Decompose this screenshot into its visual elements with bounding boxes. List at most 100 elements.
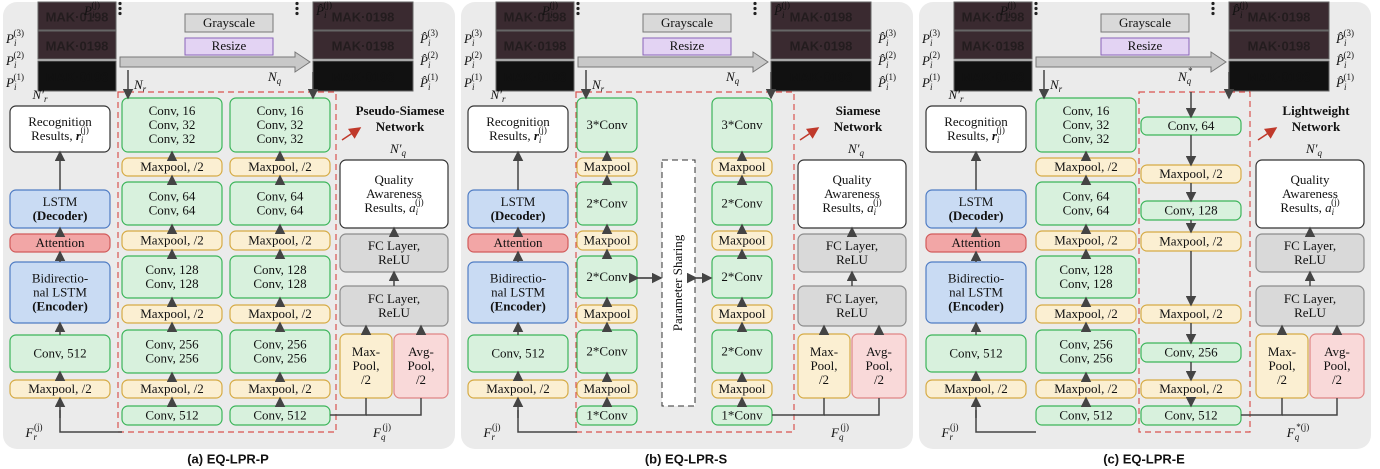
- text-part: r: [502, 94, 506, 104]
- block-label: Maxpool, /2: [1159, 306, 1223, 321]
- block-label: /2: [819, 372, 829, 387]
- plate-text: MAK·0198: [46, 9, 109, 24]
- network-label: Siamese: [836, 103, 881, 118]
- block-label: Maxpool, /2: [1159, 381, 1223, 396]
- block-label: Conv, 512: [491, 345, 544, 360]
- block-label: Results, ai(j): [822, 197, 881, 217]
- block-label: Conv, 128: [1059, 276, 1112, 291]
- text-part: Results,: [364, 200, 409, 215]
- ellipsis-dot: [576, 2, 579, 5]
- block-label: Conv, 512: [1059, 407, 1112, 422]
- block-label: Conv, 256: [145, 336, 199, 351]
- block-label: FC Layer,: [1284, 291, 1336, 306]
- block-label: Conv, 64: [257, 202, 304, 217]
- text-part: (j): [1331, 197, 1340, 207]
- text-part: (3): [471, 28, 482, 38]
- block-label: Conv, 512: [1164, 407, 1217, 422]
- block-label: (Decoder): [491, 208, 546, 223]
- block-label: Conv, 64: [149, 202, 196, 217]
- plate-text: MAK·0198: [1248, 9, 1311, 24]
- network-label: Network: [376, 119, 425, 134]
- caption: (b) EQ-LPR-S: [645, 451, 728, 466]
- text-part: r: [44, 94, 48, 104]
- block-label: Maxpool: [719, 159, 766, 174]
- ellipsis-dot: [753, 12, 756, 15]
- network-label: Network: [1292, 119, 1341, 134]
- text-part: (j): [1008, 0, 1017, 10]
- block-label: Bidirectio-: [948, 270, 1004, 285]
- block-label: ReLU: [836, 252, 868, 267]
- text-part: (2): [13, 50, 24, 60]
- block-label: Maxpool, /2: [944, 381, 1008, 396]
- text-part: (2): [929, 50, 940, 60]
- block-label: Conv, 256: [1059, 350, 1113, 365]
- ellipsis-dot: [118, 7, 121, 10]
- block-label: /2: [1277, 372, 1287, 387]
- block-label: Pool,: [1323, 358, 1350, 373]
- block-label: Maxpool, /2: [140, 159, 204, 174]
- block-label: nal LSTM: [33, 284, 87, 299]
- ellipsis-dot: [753, 2, 756, 5]
- block-label: Maxpool: [719, 381, 766, 396]
- block-label: LSTM: [501, 194, 536, 209]
- text-part: (j): [950, 422, 959, 432]
- block-label: Maxpool, /2: [1054, 306, 1118, 321]
- block-label: Conv, 32: [257, 117, 304, 132]
- text-part: Results,: [1280, 200, 1325, 215]
- text-part: q: [839, 432, 844, 442]
- block-label: Maxpool, /2: [1054, 232, 1118, 247]
- block-label: Avg-: [1324, 344, 1350, 359]
- block-label: Quality: [833, 172, 872, 187]
- block-label: Avg-: [866, 344, 892, 359]
- block-label: Conv, 256: [253, 336, 307, 351]
- text-part: (j): [34, 422, 43, 432]
- block-label: nal LSTM: [949, 284, 1003, 299]
- ellipsis-dot: [1034, 12, 1037, 15]
- text-part: (j): [323, 0, 332, 10]
- block-label: Pool,: [810, 358, 837, 373]
- block-label: Conv, 32: [1063, 131, 1110, 146]
- text-part: q: [402, 148, 407, 158]
- text-part: q: [860, 148, 865, 158]
- block-label: Conv, 64: [1063, 188, 1110, 203]
- block-label: Results, ri(j): [489, 125, 547, 145]
- block-label: Conv, 64: [257, 188, 304, 203]
- ellipsis-dot: [576, 7, 579, 10]
- block-label: Conv, 32: [149, 131, 196, 146]
- text-part: q: [277, 76, 282, 86]
- text-part: *: [1188, 66, 1193, 76]
- text-part: (j): [415, 197, 424, 207]
- block-label: Maxpool, /2: [28, 381, 92, 396]
- text-part: (j): [996, 125, 1005, 135]
- text-part: r: [491, 432, 495, 442]
- block-label: (Encoder): [32, 298, 88, 313]
- text-part: (1): [427, 72, 438, 82]
- block-label: 2*Conv: [586, 195, 628, 210]
- block-label: Max-: [1268, 344, 1296, 359]
- block-label: Conv, 512: [145, 407, 198, 422]
- block-label: (Decoder): [33, 208, 88, 223]
- plate-text: MAK·0198: [504, 69, 567, 84]
- block-label: Conv, 256: [1164, 344, 1218, 359]
- text-part: N′: [389, 141, 402, 156]
- plate-text: MAK·0198: [790, 38, 853, 53]
- block-label: Maxpool, /2: [486, 381, 550, 396]
- sharing-label: Parameter Sharing: [670, 234, 685, 331]
- text-part: (3): [885, 28, 896, 38]
- block-label: Attention: [951, 235, 1001, 250]
- caption: (a) EQ-LPR-P: [187, 451, 269, 466]
- block-label: FC Layer,: [826, 291, 878, 306]
- block-label: Results, ri(j): [947, 125, 1005, 145]
- block-label: Conv, 16: [1063, 103, 1110, 118]
- network-label: Pseudo-Siamese: [356, 103, 445, 118]
- text-part: (2): [1343, 50, 1354, 60]
- text-part: (2): [885, 50, 896, 60]
- text-part: N′: [489, 87, 502, 102]
- block-label: ReLU: [1294, 252, 1326, 267]
- block-label: Maxpool, /2: [1054, 159, 1118, 174]
- ellipsis-dot: [118, 2, 121, 5]
- ellipsis-dot: [1211, 12, 1214, 15]
- text-part: q: [735, 76, 740, 86]
- block-label: Maxpool: [584, 159, 631, 174]
